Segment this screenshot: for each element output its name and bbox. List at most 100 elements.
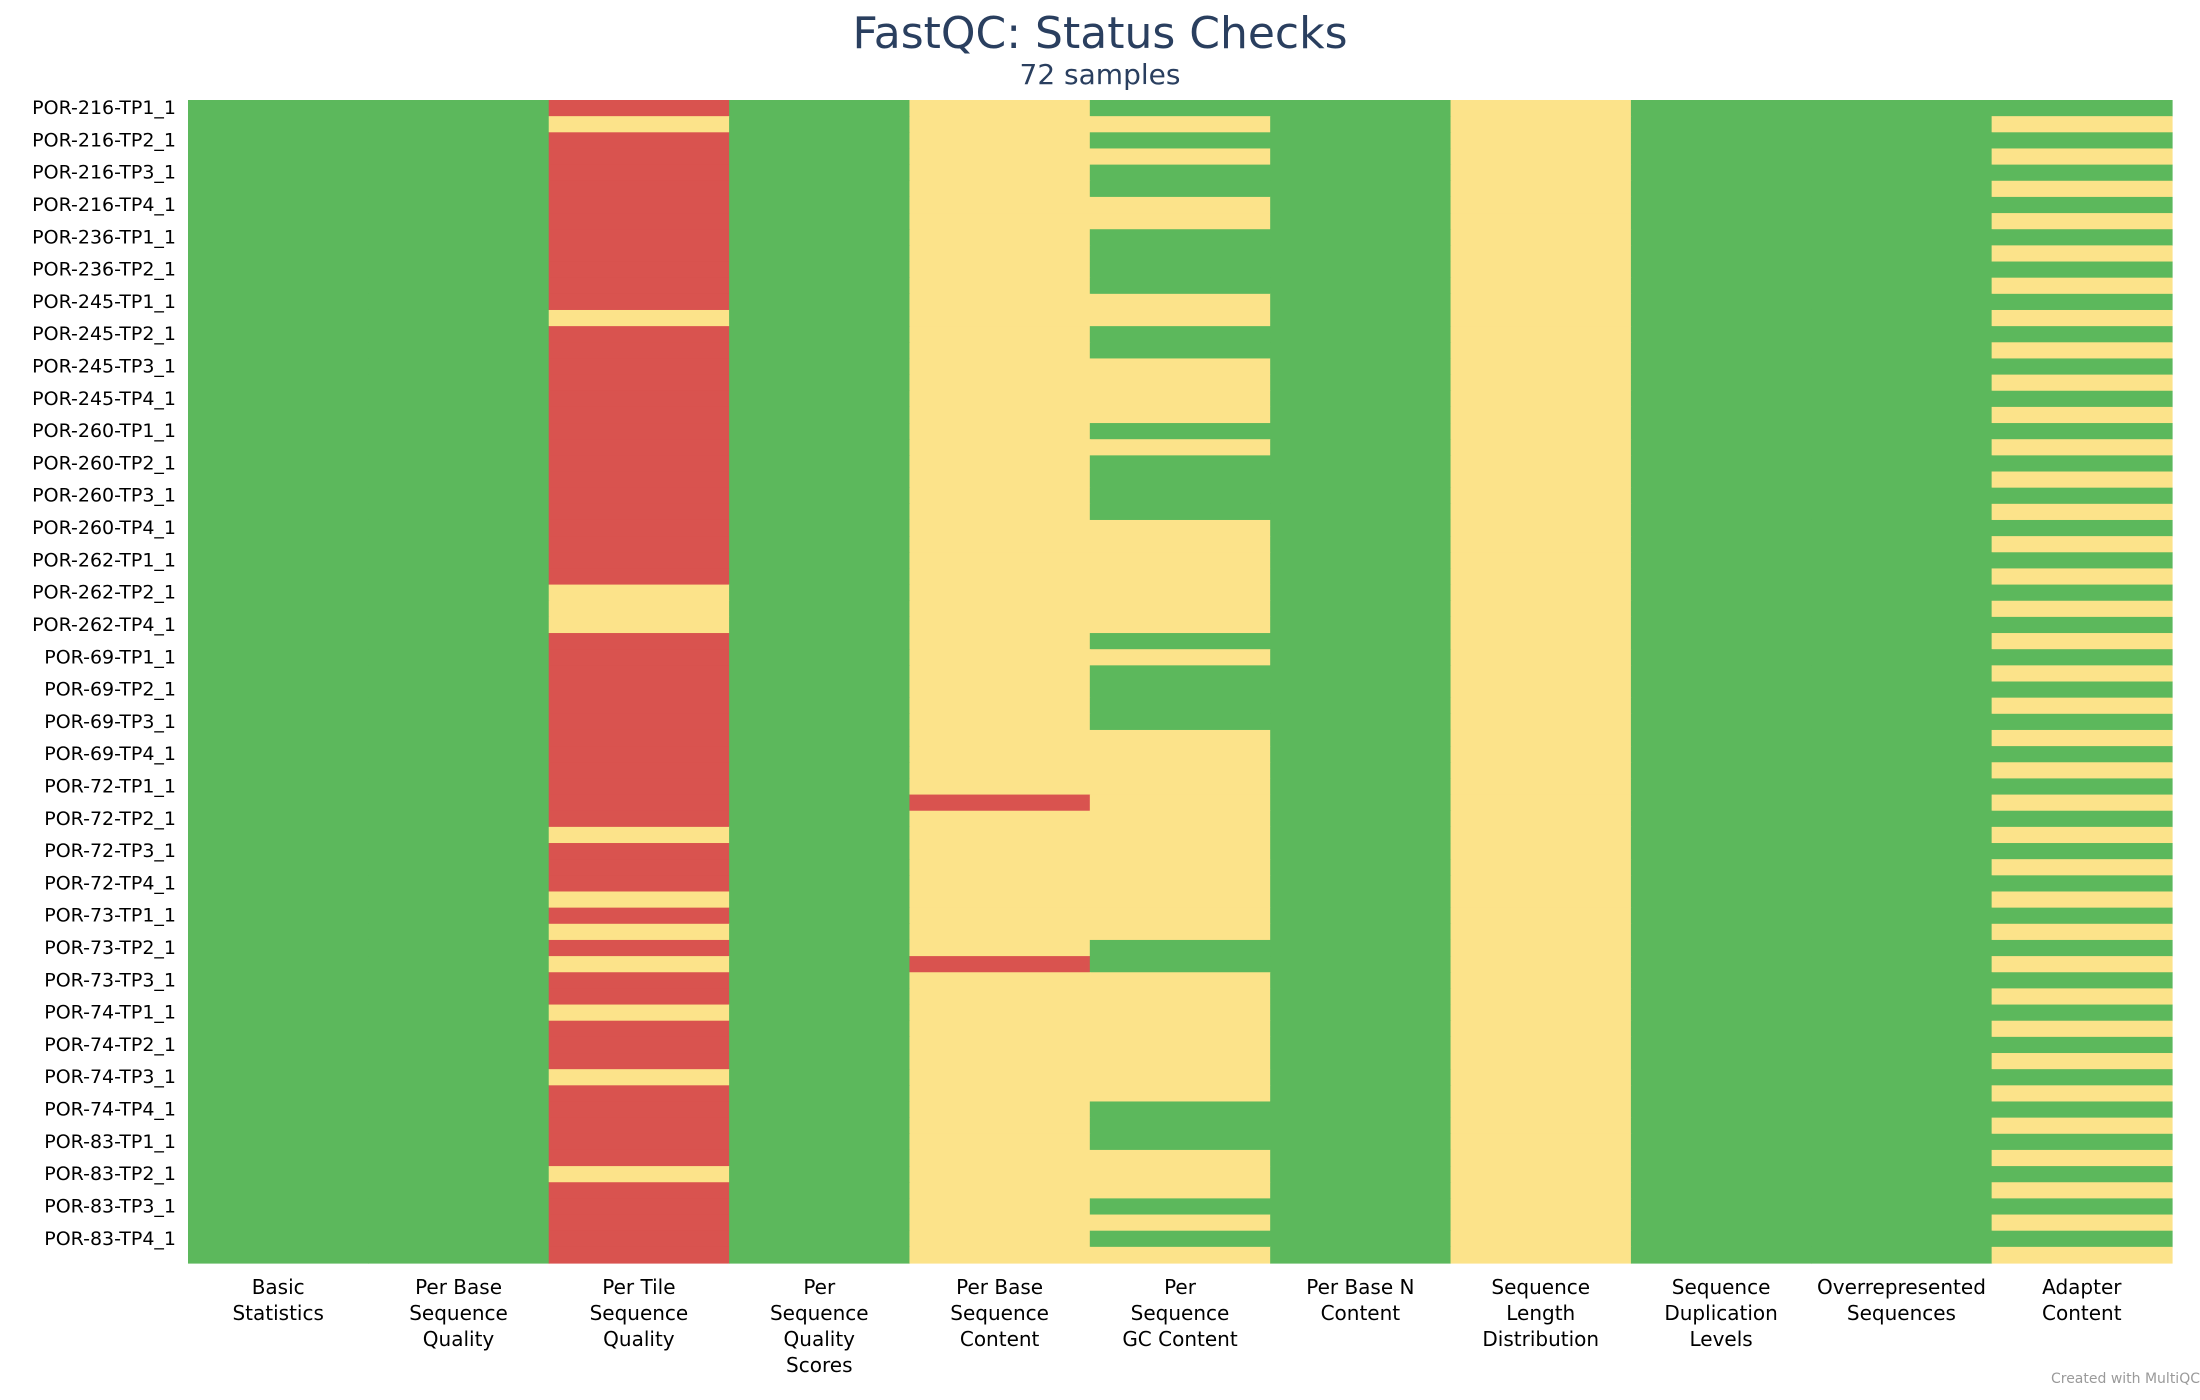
heatmap-cell (188, 1069, 369, 1086)
heatmap-cell (1991, 907, 2173, 925)
heatmap-cell (188, 600, 369, 618)
column-label: Sequence (1131, 1301, 1230, 1325)
heatmap-cell (548, 148, 730, 166)
heatmap-cell (188, 1085, 369, 1103)
heatmap-cell (729, 891, 911, 909)
heatmap-cell (909, 762, 1091, 780)
heatmap-cell (909, 213, 1091, 230)
heatmap-cell (1270, 536, 1452, 553)
heatmap-cell (1450, 455, 1632, 473)
heatmap-cell (188, 536, 369, 553)
heatmap-cell (188, 309, 369, 327)
heatmap-cell (1811, 713, 1993, 731)
heatmap-cell (368, 939, 550, 957)
heatmap-cell (729, 1053, 911, 1070)
heatmap-cell (1811, 229, 1993, 246)
heatmap-cell (368, 1214, 550, 1232)
heatmap-cell (1450, 1069, 1632, 1086)
heatmap-cell (1630, 681, 1812, 699)
heatmap-cell (1811, 196, 1993, 214)
heatmap-cell (188, 100, 369, 117)
heatmap-cell (1811, 245, 1993, 263)
heatmap-cell (1991, 471, 2173, 489)
heatmap-cell (1991, 342, 2173, 360)
column-label: Per (1164, 1275, 1197, 1299)
heatmap-cell (1811, 746, 1993, 763)
heatmap-cell (368, 1166, 550, 1183)
heatmap-cell (729, 116, 911, 133)
heatmap-cell (548, 536, 730, 553)
heatmap-cell (188, 584, 369, 602)
heatmap-cell (1450, 277, 1632, 295)
heatmap-cell (1811, 762, 1993, 780)
heatmap-cell (1089, 487, 1271, 505)
heatmap-cell (548, 600, 730, 618)
heatmap-cell (1270, 794, 1452, 812)
heatmap-cell (909, 1069, 1091, 1086)
heatmap-cell (1811, 277, 1993, 295)
heatmap-cell (909, 245, 1091, 263)
heatmap-cell (1991, 229, 2173, 246)
row-label: POR-236-TP1_1 (32, 226, 176, 248)
heatmap-cell (1811, 697, 1993, 715)
heatmap-cell (1450, 1085, 1632, 1103)
heatmap-cell (1089, 1166, 1271, 1183)
heatmap-cell (729, 778, 911, 796)
heatmap-cell (368, 810, 550, 828)
heatmap-cell (548, 810, 730, 828)
heatmap-cell (1991, 245, 2173, 263)
heatmap-cell (1089, 972, 1271, 990)
heatmap-cell (1991, 148, 2173, 166)
heatmap-cell (1991, 633, 2173, 650)
heatmap-cell (368, 1182, 550, 1199)
row-label: POR-260-TP4_1 (32, 517, 176, 539)
heatmap-cell (729, 988, 911, 1006)
heatmap-cell (368, 552, 550, 570)
heatmap-cell (729, 439, 911, 456)
heatmap-cell (368, 649, 550, 666)
heatmap-cell (188, 988, 369, 1006)
row-label: POR-72-TP3_1 (44, 840, 176, 862)
heatmap-cell (729, 1198, 911, 1216)
heatmap-cell (909, 1117, 1091, 1135)
heatmap-cell (188, 907, 369, 925)
heatmap-cell (1630, 1004, 1812, 1022)
heatmap-cell (1811, 1214, 1993, 1232)
heatmap-cell (1450, 309, 1632, 327)
heatmap-cell (1630, 100, 1812, 117)
heatmap-cell (909, 487, 1091, 505)
heatmap-cell (1270, 633, 1452, 650)
heatmap-cell (548, 1246, 730, 1264)
heatmap-cell (1270, 939, 1452, 957)
heatmap-cell (188, 568, 369, 586)
heatmap-cell (909, 1198, 1091, 1216)
row-label: POR-216-TP1_1 (32, 97, 176, 119)
heatmap-cell (368, 180, 550, 198)
heatmap-cell (1089, 100, 1271, 117)
heatmap-cell (1089, 907, 1271, 925)
heatmap-cell (909, 180, 1091, 198)
heatmap-cell (548, 794, 730, 812)
heatmap-cell (188, 423, 369, 440)
heatmap-cell (1450, 649, 1632, 666)
heatmap-cell (909, 229, 1091, 246)
heatmap-cell (188, 342, 369, 360)
heatmap-cell (1630, 746, 1812, 763)
heatmap-cell (1630, 633, 1812, 650)
heatmap-cell (548, 439, 730, 456)
heatmap-cell (548, 762, 730, 780)
heatmap-cell (1811, 261, 1993, 279)
heatmap-cell (368, 519, 550, 537)
heatmap-cell (1811, 1036, 1993, 1054)
heatmap-cell (368, 762, 550, 780)
heatmap-cell (368, 956, 550, 973)
heatmap-cell (1991, 1020, 2173, 1038)
heatmap-cell (1991, 697, 2173, 715)
heatmap-cell (548, 1020, 730, 1038)
heatmap-cell (368, 423, 550, 440)
heatmap-cell (909, 697, 1091, 715)
heatmap-cell (1270, 342, 1452, 360)
heatmap-cell (1811, 939, 1993, 957)
heatmap-cell (1630, 487, 1812, 505)
heatmap-cell (1089, 293, 1271, 311)
